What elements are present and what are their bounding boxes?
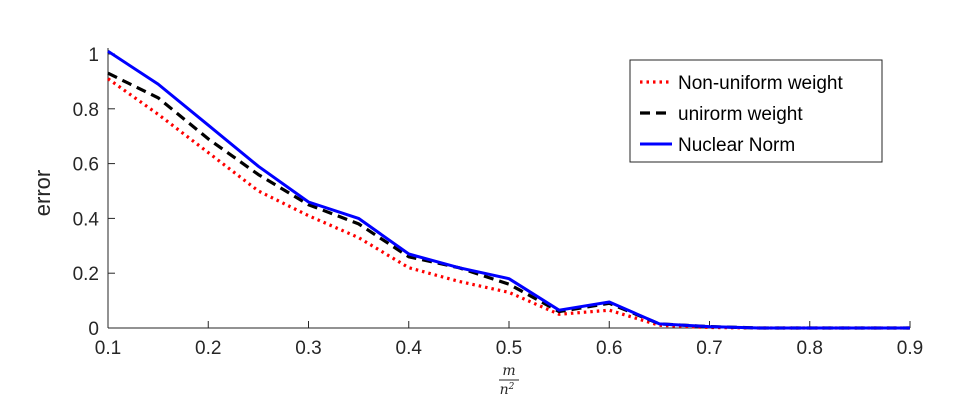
y-tick-label: 0.6 bbox=[73, 155, 99, 176]
y-tick-label: 1 bbox=[88, 45, 99, 66]
y-tick-label: 0.2 bbox=[73, 264, 99, 285]
y-tick-label: 0.4 bbox=[73, 209, 100, 230]
axis-labels: error m n2 bbox=[30, 170, 519, 398]
legend-label-2: Nuclear Norm bbox=[678, 135, 795, 156]
x-tick-label: 0.3 bbox=[295, 338, 321, 359]
legend-label-0: Non-uniform weight bbox=[678, 73, 843, 94]
x-tick-label: 0.2 bbox=[195, 338, 221, 359]
legend-label-1: unirorm weight bbox=[678, 104, 803, 125]
series-line-2 bbox=[107, 50, 910, 330]
series-lines bbox=[107, 50, 910, 330]
y-tick-label: 0.8 bbox=[73, 100, 99, 121]
x-axis-label-denominator: n2 bbox=[500, 382, 515, 398]
x-tick-label: 0.5 bbox=[496, 338, 522, 359]
x-tick-label: 0.7 bbox=[696, 338, 722, 359]
x-axis-label-numerator: m bbox=[502, 363, 515, 379]
x-tick-label: 0.6 bbox=[596, 338, 622, 359]
x-tick-label: 0.9 bbox=[897, 338, 923, 359]
x-tick-label: 0.1 bbox=[95, 338, 121, 359]
x-axis-label: m n2 bbox=[499, 363, 519, 398]
axes: 0.1 0.2 0.3 0.4 0.5 0.6 0.7 0.8 0.9 0 0.2 0.4 0.6 0.8… bbox=[73, 45, 924, 359]
x-tick-label: 0.4 bbox=[396, 338, 423, 359]
legend: Non-uniform weight unirorm weight Nuclear … bbox=[629, 59, 883, 163]
y-axis-label: error bbox=[30, 170, 55, 216]
y-tick-label: 0 bbox=[88, 319, 99, 340]
x-tick-label: 0.8 bbox=[797, 338, 823, 359]
